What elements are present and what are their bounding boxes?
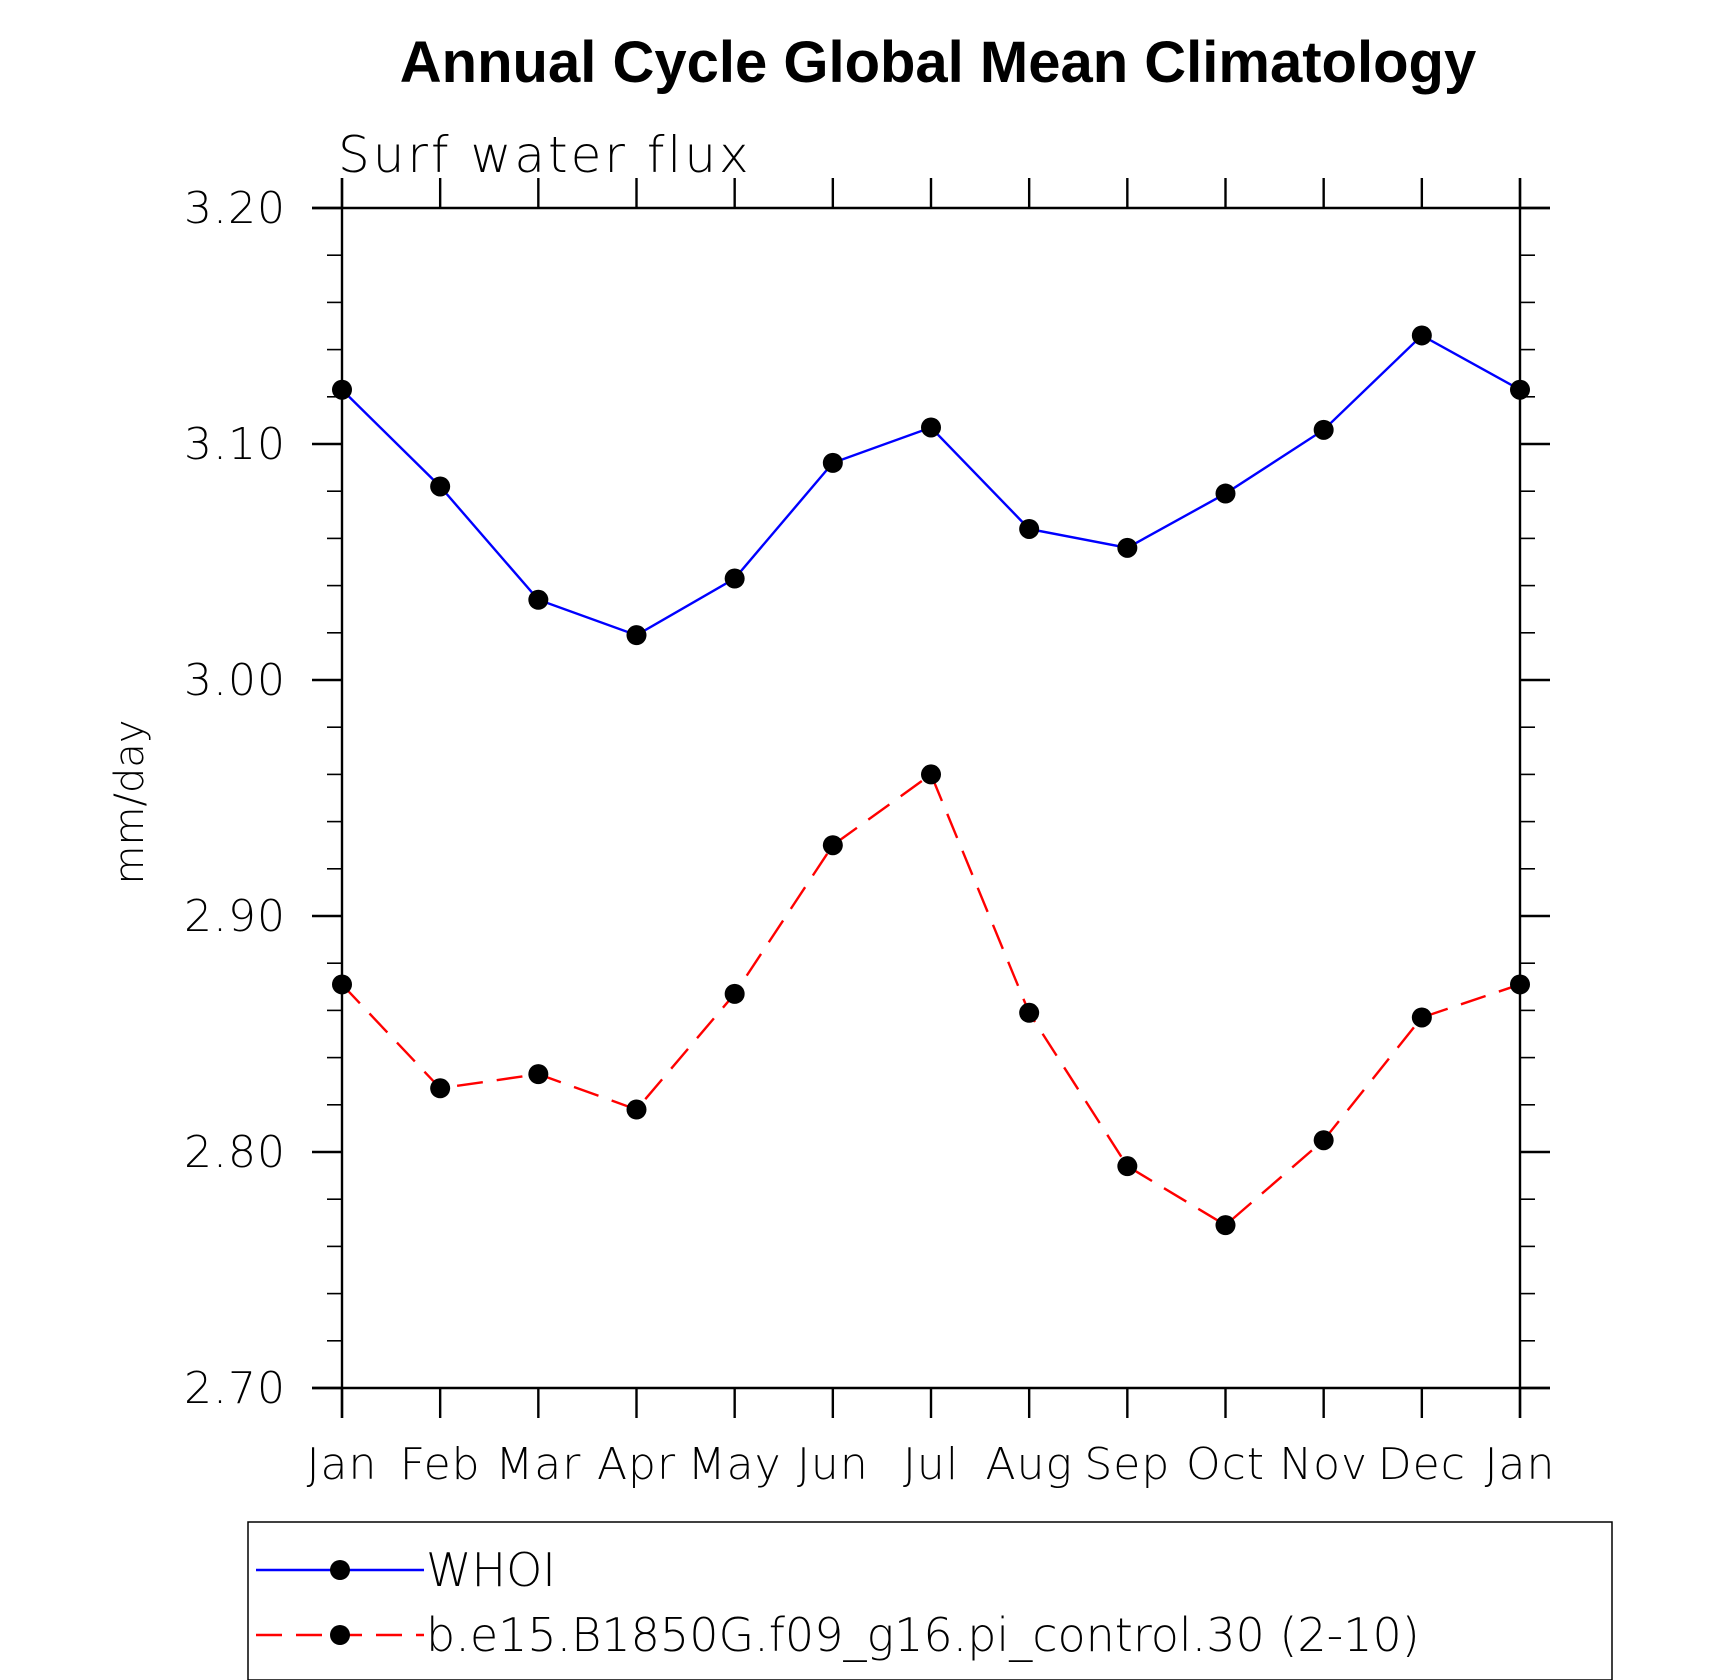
series-2-point: [626, 1099, 647, 1120]
series-1-point: [1411, 325, 1432, 346]
series-line-1: [341, 333, 1521, 637]
series-1-point: [724, 568, 745, 589]
series-1-point: [822, 452, 843, 473]
series-1-point: [1313, 419, 1334, 440]
series-2-point: [332, 974, 352, 995]
series-2-point: [528, 1064, 549, 1085]
x-tick-label: Aug: [985, 1439, 1072, 1490]
legend-label-2: b.e15.B1850G.f09_g16.pi_control.30 (2-10…: [426, 1608, 1420, 1662]
legend-marker-2: [330, 1625, 350, 1645]
series-1-point: [1019, 518, 1040, 539]
series-1-point: [430, 476, 451, 497]
series-1-point: [1117, 537, 1138, 558]
series-2-point: [822, 835, 843, 856]
y-tick-label: 2.90: [184, 891, 286, 942]
series-2-point: [1215, 1215, 1236, 1236]
series-2-point: [1313, 1130, 1334, 1151]
series-2-point: [430, 1078, 451, 1099]
x-tick-label: Sep: [1084, 1439, 1170, 1490]
x-tick-label: May: [688, 1439, 782, 1490]
x-tick-label: Jul: [903, 1439, 959, 1490]
series-1-point: [626, 625, 647, 646]
x-tick-label: Apr: [597, 1439, 676, 1490]
series-2-point: [921, 764, 941, 785]
x-tick-label: Mar: [495, 1439, 581, 1490]
y-tick-label: 2.70: [184, 1363, 286, 1414]
series-2-point: [1510, 974, 1530, 995]
y-tick-label: 3.10: [184, 419, 286, 470]
tick-labels: Jan Feb Mar Apr May Jun Jul Aug Sep Oct Nov Dec Jan 2…: [184, 183, 1556, 1490]
series-layer: [332, 325, 1530, 1236]
x-tick-label: Oct: [1186, 1439, 1265, 1490]
x-tick-label: Feb: [400, 1439, 481, 1490]
x-tick-label: Jan: [307, 1439, 378, 1490]
legend-label-1: WHOI: [426, 1543, 556, 1597]
series-1-point: [921, 417, 941, 438]
axes: [312, 178, 1550, 1418]
series-1-point: [528, 589, 549, 610]
series-2-point: [1411, 1007, 1432, 1028]
chart-title: Annual Cycle Global Mean Climatology: [400, 30, 1476, 95]
series-2-point: [1117, 1156, 1138, 1177]
legend: WHOI b.e15.B1850G.f09_g16.pi_control.30 (…: [247, 1521, 1613, 1680]
series-1-point: [332, 379, 352, 400]
x-tick-label: Dec: [1378, 1439, 1466, 1490]
x-tick-label: Nov: [1279, 1439, 1368, 1490]
series-line-2: [341, 772, 1521, 1227]
series-2-point: [724, 983, 745, 1004]
x-tick-label: Jun: [797, 1439, 869, 1490]
x-tick-label: Jan: [1485, 1439, 1556, 1490]
series-2-point: [1019, 1002, 1040, 1023]
legend-box: [247, 1521, 1613, 1680]
series-1-point: [1215, 483, 1236, 504]
y-tick-label: 3.00: [184, 655, 286, 706]
legend-marker-1: [330, 1560, 350, 1580]
y-tick-label: 3.20: [184, 183, 286, 234]
series-1-point: [1510, 379, 1530, 400]
chart-subtitle: Surf water flux: [338, 126, 752, 184]
y-axis-label: mm/day: [107, 720, 153, 885]
y-tick-label: 2.80: [184, 1127, 286, 1178]
